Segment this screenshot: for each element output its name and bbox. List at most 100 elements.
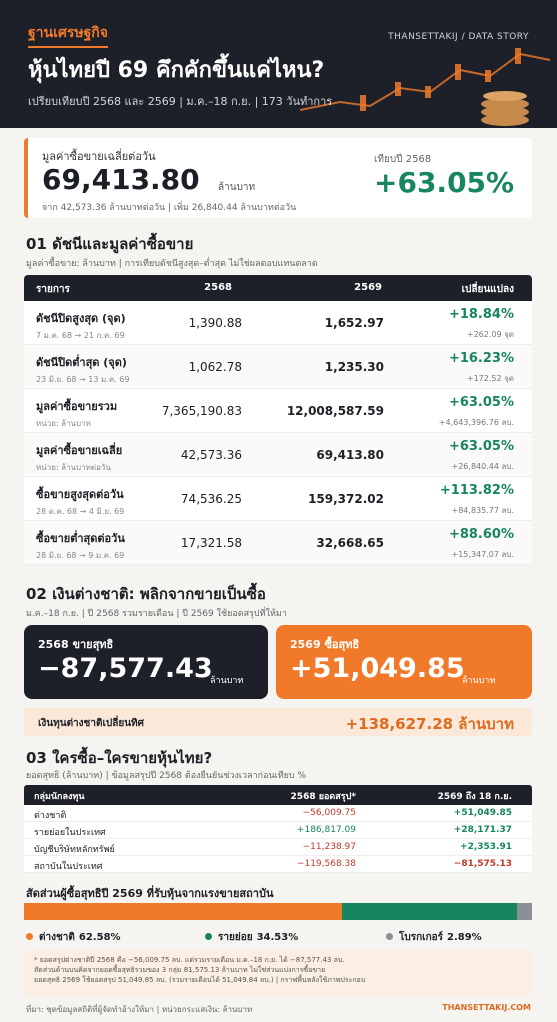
swing-label: เงินทุนต่างชาติเปลี่ยนทิศ <box>38 718 144 729</box>
net-value: −119,568.38 <box>296 859 356 869</box>
share-segment <box>24 903 342 920</box>
net-value: +2,353.91 <box>460 842 512 852</box>
legend-item: ต่างชาติ 62.58% <box>26 930 121 945</box>
value-2569: 69,413.80 <box>316 448 384 462</box>
table: รายการ 2568 2569 เปลี่ยนแปลง ดัชนีปิดสูงสุด … <box>24 275 532 565</box>
subtitle: เปรียบเทียบปี 2568 และ 2569 | ม.ค.–18 ก.… <box>28 95 333 108</box>
card-label: 2568 ขายสุทธิ <box>38 638 114 651</box>
value-2569: 1,235.30 <box>324 360 384 374</box>
key-box: มูลค่าซื้อขายเฉลี่ยต่อวัน 69,413.80 ล้าน… <box>24 138 532 218</box>
net-value: −81,575.13 <box>453 859 512 869</box>
share-bar <box>24 903 532 920</box>
site: THANSETTAKIJ.COM <box>442 1003 531 1012</box>
row-date: หน่วย: ล้านบาทต่อวัน <box>36 463 111 472</box>
table-row: ซื้อขายสูงสุดต่อวัน 28 ต.ค. 68 → 4 มิ.ย. … <box>24 477 532 521</box>
row-name: ดัชนีปิดต่ำสุด (จุด) <box>36 356 127 369</box>
table-row: ดัชนีปิดต่ำสุด (จุด) 23 มิ.ย. 68 → 13 ม.ค… <box>24 345 532 389</box>
row-name: ดัชนีปิดสูงสุด (จุด) <box>36 312 126 325</box>
key-compare: เทียบปี 2568 <box>374 154 432 165</box>
table-row: มูลค่าซื้อขายรวมหน่วย: ล้านบาท 7,365,190.… <box>24 389 532 433</box>
investor: บัญชีบริษัทหลักทรัพย์ <box>34 845 115 855</box>
table-header: กลุ่มนักลงทุน 2568 ยอดสรุป* 2569 ถึง 18 ก.… <box>24 785 532 805</box>
card-value: −87,577.43 <box>38 653 213 684</box>
table-row: บัญชีบริษัทหลักทรัพย์ −11,238.97 +2,353.91 <box>24 839 532 856</box>
key-value: 69,413.80 <box>42 163 200 196</box>
row-date: 28 ต.ค. 68 → 4 มิ.ย. 69 <box>36 507 125 516</box>
swing-bar: เงินทุนต่างชาติเปลี่ยนทิศ +138,627.28 ล้… <box>24 708 532 736</box>
change-abs: +262.09 จุด <box>466 330 514 339</box>
note: * ยอดสรุปต่างชาติปี 2568 คือ −56,009.75 … <box>34 956 345 964</box>
key-label: มูลค่าซื้อขายเฉลี่ยต่อวัน <box>42 150 156 163</box>
legend-dot <box>26 933 33 940</box>
section-subtitle: ม.ค.–18 ก.ย. | ปี 2568 รวมรายเดือน | ปี … <box>26 609 287 619</box>
table: กลุ่มนักลงทุน 2568 ยอดสรุป* 2569 ถึง 18 ก.… <box>24 785 532 873</box>
change-abs: +84,835.77 ลบ. <box>451 506 514 515</box>
legend-dot <box>205 933 212 940</box>
change-abs: +15,347.07 ลบ. <box>451 550 514 559</box>
change-pct: +16.23% <box>448 351 514 366</box>
key-detail: จาก 42,573.36 ล้านบาทต่อวัน | เพิ่ม 26,8… <box>42 203 297 213</box>
header-cell: 2569 <box>354 282 382 293</box>
row-name: มูลค่าซื้อขายเฉลี่ย <box>36 444 123 457</box>
net-value: +51,049.85 <box>453 808 512 818</box>
table-row: ดัชนีปิดสูงสุด (จุด) 7 ม.ค. 68 → 21 ก.ค. … <box>24 301 532 345</box>
change-pct: +63.05% <box>448 395 514 410</box>
row-date: 23 มิ.ย. 68 → 13 ม.ค. 69 <box>36 375 130 384</box>
value-2569: 32,668.65 <box>316 536 384 550</box>
value-2568: 17,321.58 <box>180 536 242 550</box>
legend-name: รายย่อย <box>218 932 253 943</box>
legend-value: 34.53% <box>256 932 299 943</box>
card: 2569 ซื้อสุทธิ +51,049.85 ล้านบาท <box>276 625 532 699</box>
value-2569: 159,372.02 <box>308 492 384 506</box>
net-value: +28,171.37 <box>453 825 512 835</box>
source: ที่มา: ชุดข้อมูลสถิติที่ผู้จัดทำอ้างให้ม… <box>26 1005 253 1014</box>
change-abs: +4,643,396.76 ลบ. <box>438 418 514 427</box>
value-2568: 42,573.36 <box>180 448 242 462</box>
note: ยอดสุทธิ 2569 ใช้ยอดสรุป 51,049.85 ลบ. (… <box>34 976 366 985</box>
table-row: รายย่อยในประเทศ +186,817.09 +28,171.37 <box>24 822 532 839</box>
brand: ฐานเศรษฐกิจ <box>28 22 108 48</box>
change-pct: +63.05% <box>448 439 514 454</box>
row-name: มูลค่าซื้อขายรวม <box>36 400 118 413</box>
section-subtitle: มูลค่าซื้อขาย: ล้านบาท | การเทียบดัชนีสู… <box>26 259 318 269</box>
card: 2568 ขายสุทธิ −87,577.43 ล้านบาท <box>24 625 268 699</box>
legend-name: ต่างชาติ <box>39 932 75 943</box>
table-row: สถาบันในประเทศ −119,568.38 −81,575.13 <box>24 856 532 873</box>
change-abs: +26,840.44 ลบ. <box>451 462 514 471</box>
header: ฐานเศรษฐกิจ THANSETTAKIJ / DATA STORY หุ… <box>0 0 557 128</box>
legend-name: โบรกเกอร์ <box>399 932 443 943</box>
header-cell: 2569 ถึง 18 ก.ย. <box>437 792 512 802</box>
change-pct: +113.82% <box>439 483 514 498</box>
change-abs: +172.52 จุด <box>466 374 514 383</box>
legend-item: โบรกเกอร์ 2.89% <box>386 930 482 945</box>
net-value: −56,009.75 <box>302 808 356 818</box>
note: สัดส่วนด้านบนคิดจากยอดซื้อสุทธิรวมของ 3 … <box>34 966 326 975</box>
section-title: 03 ใครซื้อ–ใครขายหุ้นไทย? <box>26 749 213 767</box>
value-2568: 74,536.25 <box>180 492 242 506</box>
legend-item: รายย่อย 34.53% <box>205 930 298 945</box>
section-subtitle: ยอดสุทธิ (ล้านบาท) | ข้อมูลสรุปปี 2568 ต… <box>26 771 307 781</box>
card-value: +51,049.85 <box>290 653 465 684</box>
table-row: ซื้อขายต่ำสุดต่อวัน 28 มิ.ย. 68 → 9 ม.ค. … <box>24 521 532 565</box>
header-cell: 2568 <box>204 282 232 293</box>
table-row: มูลค่าซื้อขายเฉลี่ยหน่วย: ล้านบาทต่อวัน 4… <box>24 433 532 477</box>
net-value: −11,238.97 <box>302 842 356 852</box>
tag: THANSETTAKIJ / DATA STORY <box>388 32 529 42</box>
row-date: หน่วย: ล้านบาท <box>36 419 91 428</box>
row-name: ซื้อขายสูงสุดต่อวัน <box>36 488 124 501</box>
investor: รายย่อยในประเทศ <box>34 828 106 838</box>
row-name: ซื้อขายต่ำสุดต่อวัน <box>36 532 125 545</box>
header-cell: รายการ <box>36 284 70 295</box>
header-cell: 2568 ยอดสรุป* <box>290 792 356 802</box>
value-2568: 1,062.78 <box>188 360 242 374</box>
card-unit: ล้านบาท <box>210 676 244 686</box>
table-row: ต่างชาติ −56,009.75 +51,049.85 <box>24 805 532 822</box>
change-pct: +88.60% <box>448 527 514 542</box>
value-2569: 1,652.97 <box>324 316 384 330</box>
card-label: 2569 ซื้อสุทธิ <box>290 638 360 651</box>
share-segment <box>517 903 532 920</box>
notes: * ยอดสรุปต่างชาติปี 2568 คือ −56,009.75 … <box>24 950 532 996</box>
value-2568: 7,365,190.83 <box>161 404 242 418</box>
